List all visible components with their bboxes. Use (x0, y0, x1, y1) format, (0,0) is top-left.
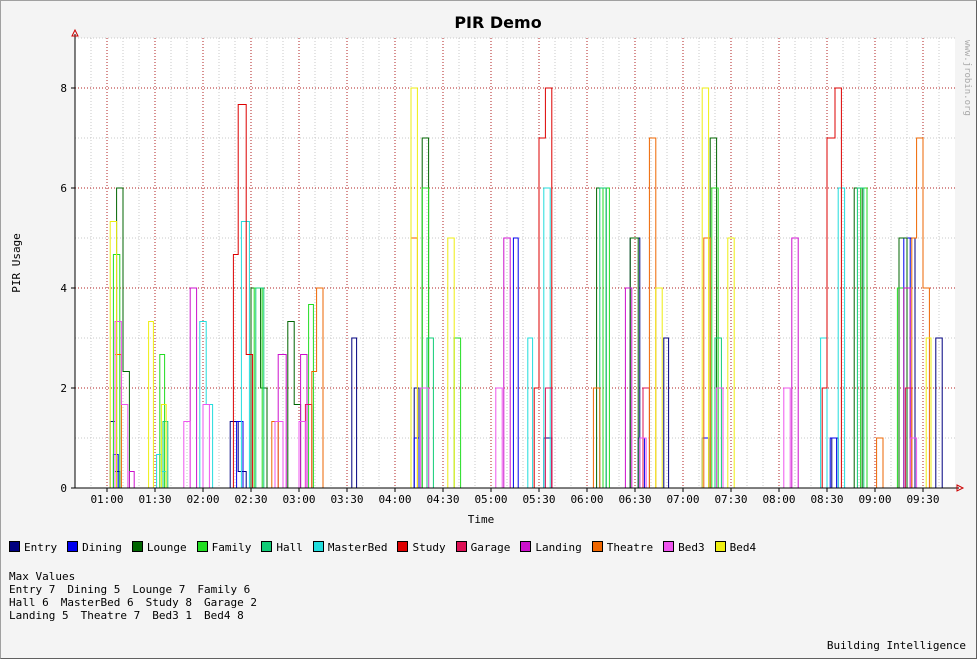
max-value-entry: MasterBed 6 (60, 596, 134, 609)
max-value-entry: Entry 7 (9, 583, 56, 596)
legend-swatch (591, 541, 603, 552)
legend-item-masterbed: MasterBed (312, 541, 388, 555)
legend-item-study: Study (397, 541, 446, 555)
footer-brand: Building Intelligence (826, 639, 966, 652)
max-value-entry: Landing 5 (9, 609, 69, 622)
x-tick-label: 02:30 (234, 493, 267, 506)
x-axis-arrow (956, 484, 965, 492)
legend-item-theatre: Theatre (591, 541, 654, 555)
x-tick-label: 09:30 (906, 493, 939, 506)
legend-item-dining: Dining (67, 541, 122, 555)
y-tick-label: 2 (60, 382, 67, 395)
x-tick-label: 08:30 (810, 493, 843, 506)
legend-swatch (520, 541, 532, 552)
pir-chart: 01:00 01:30 02:00 02:30 03:00 03:30 04:00 04:30… (10, 13, 972, 526)
x-tick-label: 05:00 (474, 493, 507, 506)
x-axis-label: Time (468, 513, 495, 526)
x-tick-label: 09:00 (858, 493, 891, 506)
x-tick-label: 03:30 (330, 493, 363, 506)
x-tick-label: 04:00 (378, 493, 411, 506)
x-tick-label: 01:00 (90, 493, 123, 506)
x-tick-label: 05:30 (522, 493, 555, 506)
legend-label: Study (412, 541, 446, 554)
legend: Entry Dining Lounge Family Hall MasterBed Stud… (9, 541, 969, 555)
legend-swatch (131, 541, 143, 552)
max-value-entry: Hall 6 (9, 596, 49, 609)
legend-swatch (9, 541, 20, 552)
legend-swatch (397, 541, 409, 552)
axes (71, 28, 965, 492)
legend-swatch (714, 541, 726, 552)
y-tick-label: 0 (60, 482, 67, 495)
max-values-row: Hall 6 MasterBed 6 Study 8 Garage 2 (9, 596, 269, 609)
legend-label: Lounge (146, 541, 187, 554)
legend-item-hall: Hall (261, 541, 303, 555)
legend-item-landing: Landing (520, 541, 582, 555)
watermark: www.jrobin.org (962, 40, 972, 116)
chart-title: PIR Demo (454, 13, 541, 32)
max-value-entry: Bed4 8 (203, 609, 244, 622)
legend-item-entry: Entry (9, 541, 57, 555)
legend-item-bed3: Bed3 (663, 541, 705, 555)
x-tick-label: 06:30 (618, 493, 651, 506)
legend-swatch (455, 541, 467, 552)
legend-label: Entry (24, 541, 58, 554)
legend-label: Dining (82, 541, 122, 554)
legend-label: Bed3 (678, 541, 705, 554)
x-tick-label: 07:30 (714, 493, 747, 506)
y-axis-arrow (71, 28, 79, 37)
legend-swatch (312, 541, 324, 552)
legend-label: Landing (535, 541, 582, 554)
x-tick-label: 03:00 (282, 493, 315, 506)
legend-label: Hall (276, 541, 303, 554)
legend-swatch (67, 541, 79, 552)
legend-label: Garage (470, 541, 511, 554)
max-values-heading: Max Values (9, 570, 76, 583)
max-values-row: Landing 5 Theatre 7 Bed3 1 Bed4 8 (9, 609, 269, 622)
series-line-study (75, 87, 955, 489)
max-value-entry: Family 6 (197, 583, 251, 596)
series-line-bed4 (75, 87, 955, 489)
legend-item-family: Family (196, 541, 252, 555)
x-axis-ticks: 01:00 01:30 02:00 02:30 03:00 03:30 04:00 04:30… (90, 488, 940, 506)
max-values-row: Entry 7 Dining 5 Lounge 7 Family 6 (9, 583, 269, 596)
x-tick-label: 04:30 (426, 493, 459, 506)
max-value-entry: Bed3 1 (152, 609, 192, 622)
max-value-entry: Dining 5 (67, 583, 121, 596)
legend-swatch (196, 541, 208, 552)
x-tick-label: 07:00 (666, 493, 699, 506)
max-value-entry: Lounge 7 (132, 583, 186, 596)
max-value-entry: Theatre 7 (80, 609, 141, 622)
legend-item-bed4: Bed4 (714, 541, 757, 555)
legend-label: MasterBed (327, 541, 388, 554)
max-value-entry: Garage 2 (203, 596, 257, 609)
y-axis-label: PIR Usage (10, 233, 23, 293)
legend-item-garage: Garage (455, 541, 511, 555)
y-tick-label: 6 (60, 182, 67, 195)
legend-swatch (261, 541, 273, 552)
legend-label: Family (211, 541, 252, 554)
y-tick-label: 8 (60, 82, 67, 95)
max-value-entry: Study 8 (145, 596, 192, 609)
legend-swatch (663, 541, 675, 552)
x-tick-label: 08:00 (762, 493, 795, 506)
max-values: Max Values Entry 7 Dining 5 Lounge 7 Family… (9, 570, 269, 622)
legend-label: Theatre (606, 541, 654, 554)
x-tick-label: 06:00 (570, 493, 603, 506)
x-tick-label: 01:30 (138, 493, 171, 506)
y-tick-label: 4 (60, 282, 67, 295)
plot-area (75, 38, 955, 488)
x-tick-label: 02:00 (186, 493, 219, 506)
y-axis-ticks: 0 2 4 6 8 (60, 82, 75, 495)
legend-item-lounge: Lounge (131, 541, 187, 555)
legend-label: Bed4 (729, 541, 757, 554)
